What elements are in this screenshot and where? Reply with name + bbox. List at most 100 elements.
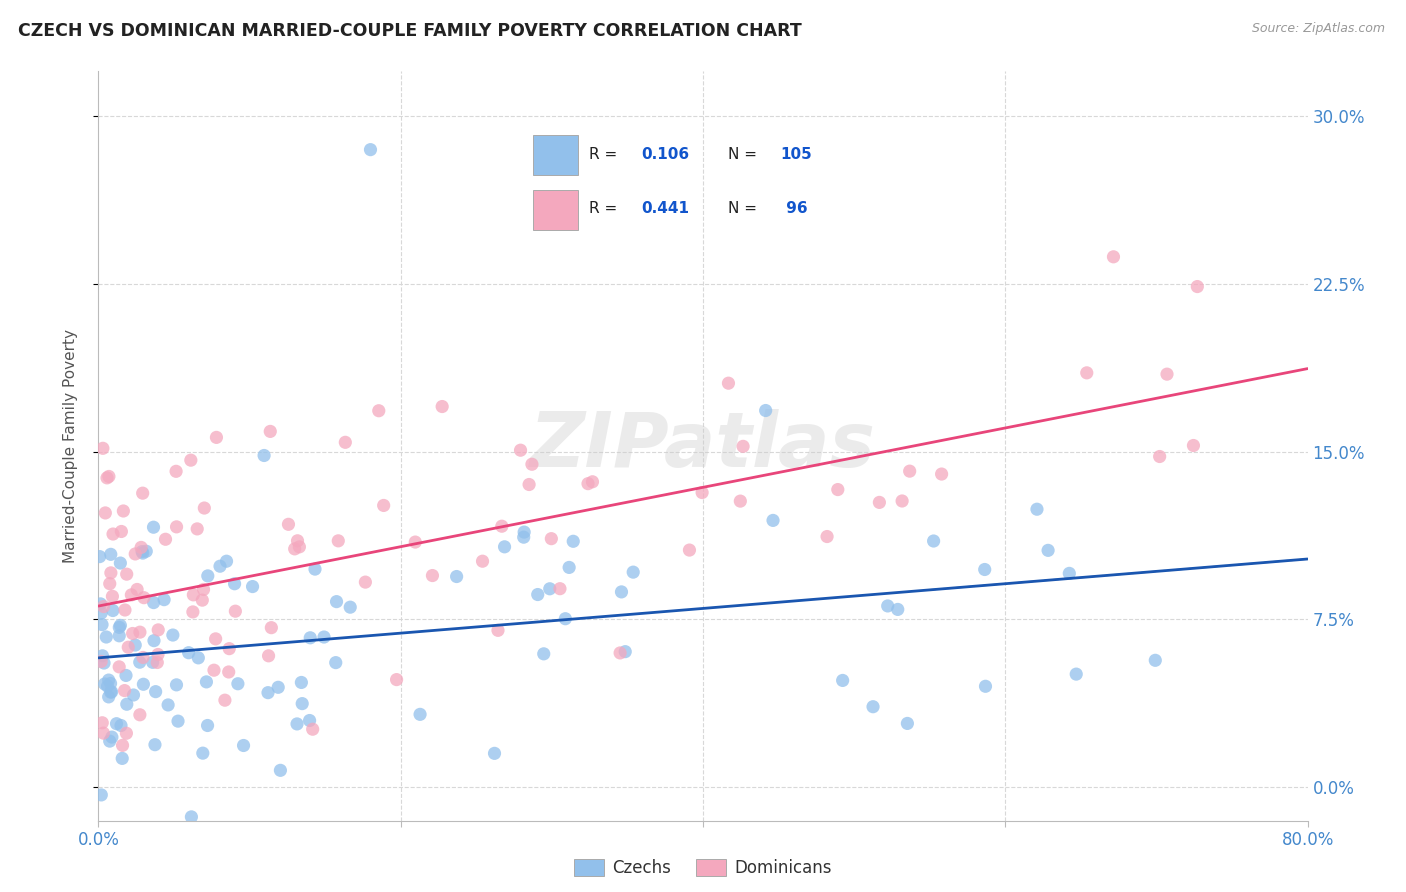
- Point: [446, 569, 468, 583]
- Point: [232, 739, 254, 753]
- Point: [471, 554, 494, 568]
- Point: [876, 599, 898, 613]
- Point: [155, 533, 177, 547]
- Point: [121, 626, 143, 640]
- Point: [224, 576, 246, 591]
- Point: [285, 717, 308, 731]
- Point: [115, 697, 138, 711]
- Point: [755, 403, 778, 417]
- Point: [129, 625, 152, 640]
- Point: [367, 403, 389, 417]
- Point: [97, 469, 120, 483]
- Point: [114, 603, 136, 617]
- Point: [132, 650, 155, 665]
- Point: [90, 597, 112, 611]
- Point: [142, 520, 165, 534]
- Text: R =: R =: [589, 202, 621, 217]
- Point: [831, 673, 853, 688]
- Point: [180, 453, 202, 467]
- Point: [101, 603, 124, 617]
- Point: [191, 593, 214, 607]
- Point: [339, 600, 361, 615]
- Point: [111, 739, 134, 753]
- Text: 105: 105: [780, 147, 813, 162]
- Point: [325, 594, 347, 608]
- Point: [131, 544, 153, 558]
- Point: [101, 527, 124, 541]
- Point: [186, 522, 208, 536]
- Point: [197, 718, 219, 732]
- Point: [91, 715, 114, 730]
- Point: [101, 590, 124, 604]
- Point: [526, 588, 548, 602]
- Point: [110, 718, 132, 732]
- Point: [162, 628, 184, 642]
- Point: [512, 530, 534, 544]
- Point: [129, 541, 152, 555]
- Point: [202, 663, 225, 677]
- Point: [91, 617, 114, 632]
- Point: [931, 467, 953, 481]
- Point: [1102, 250, 1125, 264]
- Point: [354, 575, 377, 590]
- Point: [97, 690, 120, 704]
- Point: [827, 483, 849, 497]
- Point: [208, 559, 231, 574]
- Point: [148, 623, 170, 637]
- Point: [100, 676, 122, 690]
- Point: [325, 656, 347, 670]
- Point: [110, 524, 132, 539]
- Point: [204, 632, 226, 646]
- Point: [304, 562, 326, 576]
- Point: [540, 532, 562, 546]
- Point: [891, 494, 914, 508]
- Point: [124, 638, 146, 652]
- Point: [548, 582, 571, 596]
- Point: [277, 517, 299, 532]
- Point: [218, 641, 240, 656]
- Point: [288, 540, 311, 554]
- Point: [1144, 653, 1167, 667]
- Point: [191, 746, 214, 760]
- Point: [609, 646, 631, 660]
- Point: [898, 464, 921, 478]
- Point: [690, 485, 713, 500]
- Point: [494, 540, 516, 554]
- Point: [269, 764, 291, 778]
- Point: [101, 730, 124, 744]
- Point: [93, 677, 115, 691]
- Point: [165, 464, 187, 478]
- Text: R =: R =: [589, 147, 621, 162]
- Point: [558, 560, 581, 574]
- Point: [868, 495, 890, 509]
- Point: [100, 685, 122, 699]
- Point: [257, 648, 280, 663]
- Point: [145, 684, 167, 698]
- Point: [96, 630, 118, 644]
- Point: [214, 693, 236, 707]
- Point: [120, 588, 142, 602]
- Point: [614, 645, 637, 659]
- Point: [90, 606, 112, 620]
- Point: [335, 435, 357, 450]
- Point: [96, 679, 118, 693]
- Point: [93, 656, 115, 670]
- Point: [513, 525, 536, 540]
- Point: [183, 588, 205, 602]
- Point: [267, 681, 290, 695]
- Point: [621, 565, 644, 579]
- Point: [143, 738, 166, 752]
- Point: [166, 678, 188, 692]
- Point: [143, 633, 166, 648]
- Point: [98, 576, 121, 591]
- Point: [93, 726, 115, 740]
- FancyBboxPatch shape: [533, 190, 578, 230]
- Point: [224, 604, 246, 618]
- Point: [562, 534, 585, 549]
- Point: [299, 631, 322, 645]
- Point: [887, 602, 910, 616]
- Point: [205, 430, 228, 444]
- Point: [127, 582, 149, 597]
- Point: [520, 457, 543, 471]
- Point: [298, 714, 321, 728]
